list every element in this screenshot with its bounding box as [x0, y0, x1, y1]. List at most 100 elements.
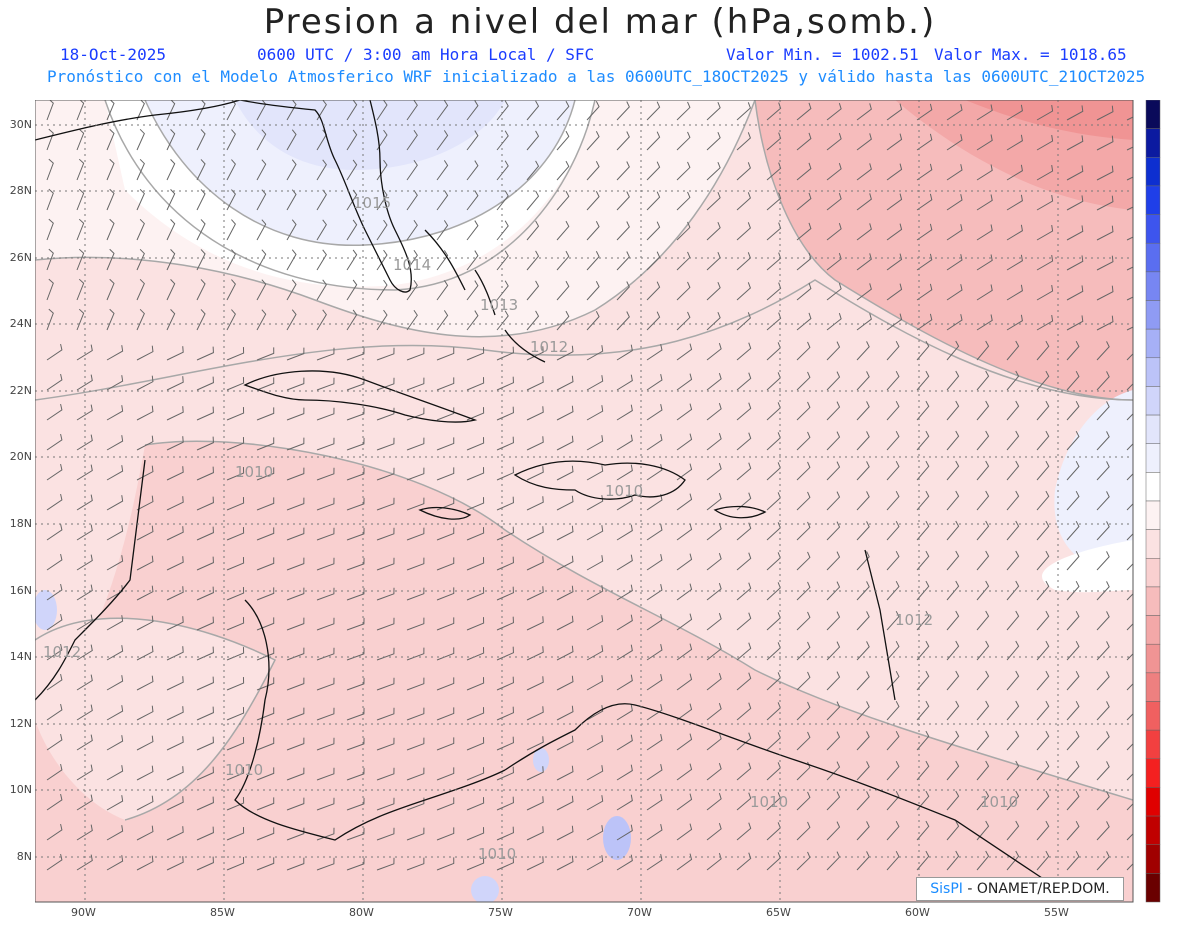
wind-barb [1036, 670, 1050, 691]
wind-barb [256, 407, 275, 421]
wind-barb [316, 767, 335, 781]
wind-barb [736, 162, 751, 181]
low-spot-panama [471, 876, 499, 902]
wind-barb [76, 188, 85, 211]
wind-barb [646, 614, 663, 631]
isobar-label: 1010 [980, 793, 1018, 811]
wind-barb [466, 527, 485, 541]
wind-barb [946, 820, 960, 841]
lon-label: 75W [488, 906, 513, 919]
wind-barb [316, 647, 335, 661]
wind-barb [256, 587, 275, 601]
wind-barb [76, 614, 93, 631]
wind-barb [406, 527, 425, 541]
wind-barb [106, 308, 115, 331]
wind-barb [556, 100, 570, 121]
wind-barb [1126, 176, 1133, 181]
colorbar-swatch [1145, 242, 1161, 273]
pressure-field-central-america [35, 618, 275, 820]
wind-barb [406, 249, 418, 271]
wind-barb [196, 279, 206, 301]
wind-barb [196, 346, 214, 361]
wind-barb [526, 280, 540, 301]
wind-barb [1006, 164, 1023, 181]
wind-barb [346, 527, 365, 541]
wind-barb [136, 158, 145, 181]
colorbar: 1050104010351030102810251022102010191018… [1145, 100, 1161, 903]
wind-barb [436, 160, 449, 181]
wind-barb [1006, 670, 1020, 691]
wind-barb [1036, 195, 1054, 211]
wind-barb [706, 762, 722, 781]
wind-barb [1066, 315, 1084, 331]
wind-barb [286, 219, 297, 241]
isobar-line-1013 [35, 100, 756, 338]
wind-barb [406, 677, 425, 691]
wind-barb [466, 220, 479, 241]
wind-barb [1126, 803, 1133, 811]
wind-barb [796, 521, 811, 541]
wind-barb [676, 613, 693, 631]
wind-barb [916, 313, 933, 331]
wind-barb [976, 730, 990, 751]
wind-barb [496, 220, 509, 241]
wind-barb [376, 497, 395, 511]
wind-barb [406, 857, 425, 871]
wind-barb [526, 676, 544, 691]
wind-barb [1036, 285, 1054, 301]
wind-barb [1096, 491, 1110, 511]
wind-barb [1096, 701, 1110, 721]
wind-barb [166, 129, 176, 151]
wind-barb [226, 100, 236, 121]
colorbar-swatch [1145, 100, 1161, 129]
wind-barb [76, 524, 93, 541]
wind-barb [46, 248, 54, 271]
wind-barb [646, 524, 663, 541]
wind-barb [316, 557, 335, 571]
wind-barb [76, 248, 85, 271]
wind-barb [856, 731, 870, 751]
wind-barb [1126, 683, 1133, 691]
wind-barb [946, 340, 960, 361]
wind-barb [376, 219, 388, 241]
wind-barb [1096, 371, 1110, 391]
wind-barb [466, 827, 485, 841]
wind-barb [226, 407, 245, 421]
wind-barb [226, 587, 245, 601]
wind-barb [496, 280, 509, 301]
wind-barb [1036, 135, 1054, 151]
wind-barb [466, 497, 485, 511]
wind-barb [1096, 431, 1110, 451]
wind-barb [46, 278, 54, 301]
wind-barb [196, 219, 206, 241]
wind-barb [586, 251, 600, 271]
wind-barb [316, 527, 335, 541]
wind-barb [1126, 503, 1133, 511]
wind-barb [856, 283, 872, 301]
wind-barb [466, 707, 485, 721]
wind-barb [856, 371, 870, 391]
lat-label: 30N [9, 118, 32, 131]
wind-barb [466, 377, 485, 391]
wind-barb [946, 254, 963, 271]
wind-barb [1096, 791, 1110, 811]
wind-barb [1036, 315, 1054, 331]
wind-barb [166, 279, 176, 301]
wind-barb [376, 767, 395, 781]
wind-barb [46, 218, 54, 241]
wind-barb [616, 734, 633, 751]
forecast-date: 18-Oct-2025 [60, 45, 166, 64]
wind-barb [136, 615, 154, 631]
wind-barb [856, 551, 870, 571]
wind-barb [76, 374, 93, 391]
wind-barb [436, 587, 455, 601]
wind-barb [976, 820, 990, 841]
wind-barb [916, 430, 930, 451]
wind-barb [736, 372, 752, 391]
wind-barb [286, 377, 305, 391]
wind-barb [796, 312, 812, 331]
wind-barb [196, 616, 214, 631]
isobar-label: 1010 [605, 482, 643, 500]
wind-barb [796, 611, 811, 631]
wind-barb [826, 282, 842, 301]
